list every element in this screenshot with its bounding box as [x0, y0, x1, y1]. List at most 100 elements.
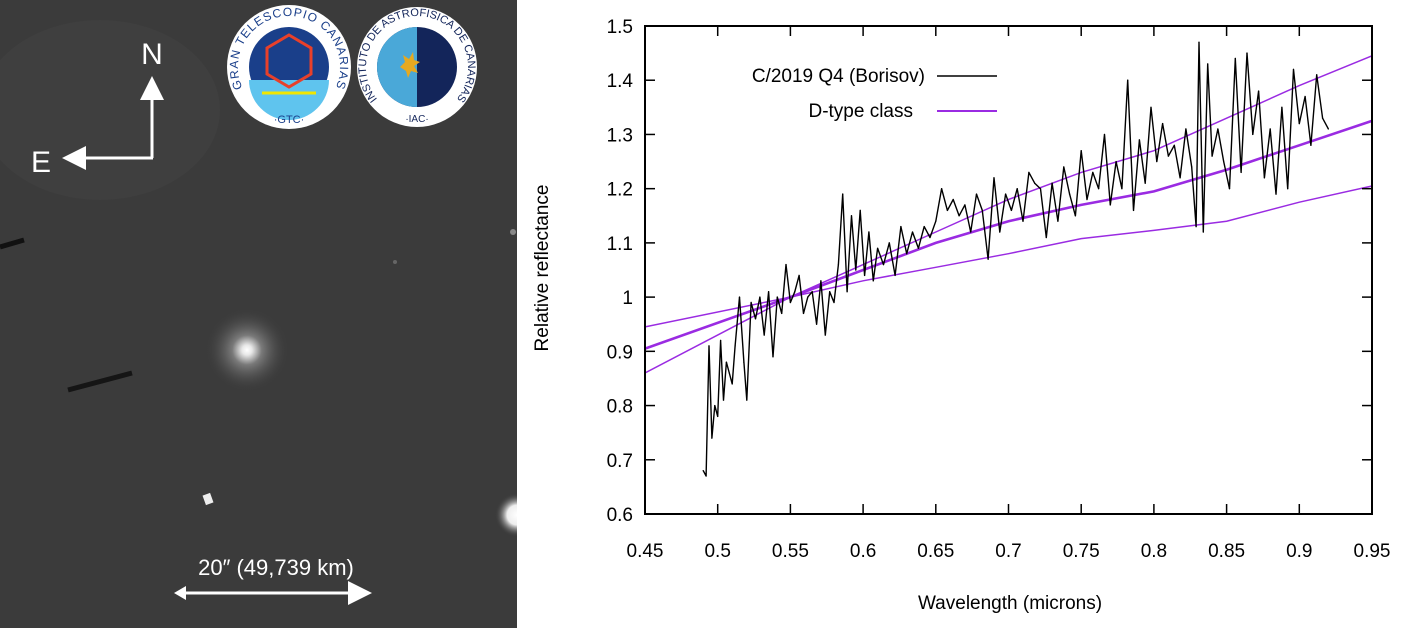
spectrum-point — [1287, 188, 1289, 190]
spectrum-point — [929, 236, 931, 239]
spectrum-point — [722, 399, 725, 401]
x-tick-label: 0.55 — [772, 541, 809, 562]
spectrum-point — [1162, 123, 1164, 125]
spectrum-point — [1257, 90, 1260, 92]
x-tick-label: 0.6 — [850, 541, 876, 562]
spectrum-point — [754, 318, 757, 320]
spectrum-point — [958, 215, 960, 217]
spectrum-point — [1275, 193, 1277, 195]
spectrum-point — [1132, 209, 1135, 211]
spectrum-point — [1269, 128, 1271, 130]
spectrum-point — [1211, 155, 1213, 157]
spectrum-point — [1127, 79, 1129, 81]
spectrum-point — [708, 345, 710, 347]
y-tick-label: 1.3 — [607, 125, 633, 146]
spectrum-point — [975, 193, 978, 195]
spectrum-point — [1074, 215, 1076, 217]
spectrum-point — [877, 247, 879, 249]
spectrum-point — [911, 231, 914, 233]
spectrum-point — [717, 415, 719, 417]
spectrum-point — [1195, 226, 1197, 228]
spectrum-point — [1327, 128, 1329, 130]
iac-bottom-text: ·IAC· — [405, 114, 428, 125]
spectrum-point — [1185, 128, 1187, 130]
spectrum-point — [1234, 57, 1236, 60]
legend-label-d-type: D-type class — [808, 101, 913, 122]
spectrum-point — [1246, 52, 1248, 54]
spectrum-point — [829, 291, 831, 293]
gtc-logo: GRAN TELESCOPIO CANARIAS ·GTC· — [227, 5, 351, 129]
spectrum-point — [1191, 166, 1193, 168]
spectrum-point — [1010, 209, 1013, 211]
spectrum-point — [1167, 155, 1170, 157]
borisov-spectrum-line — [702, 41, 1330, 477]
x-tick-label: 0.9 — [1286, 541, 1312, 562]
spectrum-point — [1207, 63, 1209, 65]
spectrum-point — [702, 470, 704, 472]
y-tick-label: 1.1 — [607, 234, 633, 255]
spectrum-point — [1173, 144, 1175, 146]
spectrum-point — [815, 323, 818, 325]
scale-bar: 20″ (49,739 km) — [174, 555, 372, 605]
spectrum-point — [935, 220, 937, 222]
spectrum-point — [999, 231, 1001, 233]
spectrum-point — [811, 291, 813, 293]
spectrum-point — [833, 301, 835, 304]
spectrum-point — [993, 177, 995, 179]
spectrum-point — [923, 226, 925, 228]
spectrum-point — [846, 291, 848, 293]
x-tick-label: 0.45 — [627, 541, 664, 562]
spectrum-point — [859, 209, 861, 211]
spectrum-point — [1022, 220, 1024, 222]
spectrum-point — [1252, 133, 1254, 136]
spectrum-point — [705, 475, 707, 477]
spectrum-point — [802, 312, 805, 314]
iac-logo: INSTITUTO DE ASTROFISICA DE CANARIAS ·IA… — [357, 7, 477, 127]
spectrum-point — [952, 198, 954, 201]
y-tick-label: 0.9 — [607, 342, 633, 363]
star — [202, 492, 214, 506]
spectrum-point — [750, 301, 752, 304]
spectrum-point — [1115, 160, 1117, 163]
spectrum-point — [837, 263, 839, 266]
spectrum-point — [1138, 139, 1140, 141]
spectrum-point — [894, 274, 896, 277]
spectrum-point — [738, 296, 741, 298]
y-tick-label: 0.7 — [607, 451, 633, 472]
star — [393, 260, 397, 264]
spectrum-point — [1039, 188, 1042, 190]
spectrum-point — [711, 437, 713, 439]
spectrum-point — [1045, 236, 1047, 239]
gtc-bottom-text: ·GTC· — [274, 114, 305, 126]
spectrum-point — [882, 263, 885, 266]
spectrum-point — [759, 296, 761, 298]
spectrum-point — [1098, 188, 1100, 190]
d-type-line-1 — [645, 55, 1372, 374]
y-axis-label: Relative reflectance — [532, 185, 553, 352]
legend-label-borisov: C/2019 Q4 (Borisov) — [752, 66, 925, 87]
x-tick-label: 0.95 — [1354, 541, 1391, 562]
spectrum-point — [720, 339, 722, 342]
spectrum-point — [772, 356, 774, 358]
spectrum-point — [917, 247, 919, 249]
spectrum-point — [1068, 193, 1071, 195]
spectrum-point — [1316, 74, 1318, 76]
x-tick-label: 0.65 — [917, 541, 954, 562]
y-tick-label: 1.4 — [607, 71, 634, 92]
spectrum-point — [964, 204, 966, 206]
spectrum-point — [1263, 177, 1266, 179]
spectrum-point — [1304, 95, 1306, 98]
spectrum-point — [970, 231, 972, 233]
reflectance-chart: 0.45 0.5 0.55 0.6 0.65 0.7 0.75 0.8 0.85 0.9 0.95 0… — [532, 17, 1391, 614]
spectrum-point — [1080, 150, 1082, 152]
spectrum-point — [906, 253, 908, 255]
spectrum-point — [863, 274, 866, 277]
scale-label: 20″ (49,739 km) — [198, 555, 354, 580]
spectrum-point — [1202, 231, 1204, 233]
comet-image-panel: N E GRAN TELESCOPIO CANARIAS ·GTC· INSTI… — [0, 0, 539, 628]
spectrum-point — [1051, 182, 1053, 184]
spectrum-point — [746, 399, 748, 401]
spectrum-point — [743, 361, 745, 363]
arrow-left-icon — [174, 586, 186, 600]
north-label: N — [141, 38, 163, 71]
